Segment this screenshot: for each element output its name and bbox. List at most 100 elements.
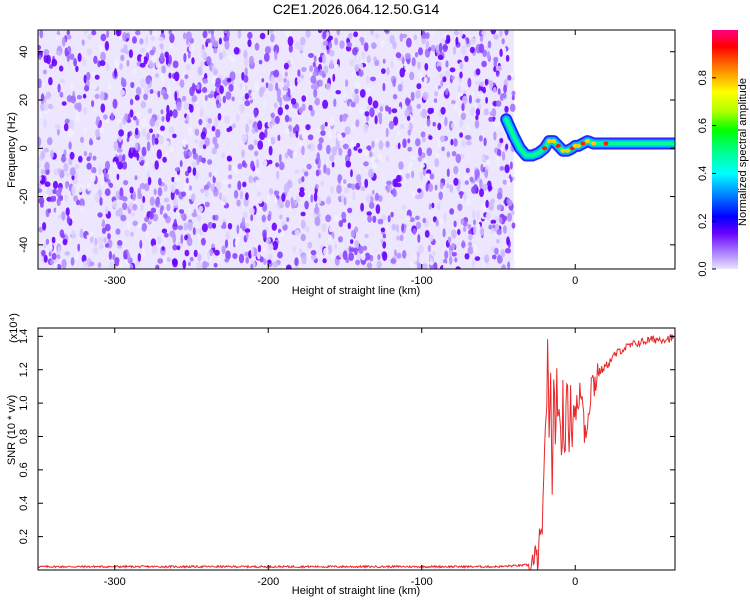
noise-speckle <box>153 188 157 196</box>
noise-speckle <box>248 89 252 95</box>
noise-speckle <box>288 44 293 53</box>
noise-speckle <box>218 52 224 60</box>
noise-speckle <box>174 71 180 82</box>
noise-speckle <box>56 198 61 206</box>
noise-speckle <box>305 225 310 233</box>
snr-line-group <box>38 333 675 570</box>
noise-speckle <box>310 254 317 261</box>
noise-speckle <box>79 205 85 212</box>
noise-speckle <box>213 47 218 54</box>
noise-speckle <box>391 223 397 231</box>
noise-speckle <box>385 140 390 148</box>
noise-speckle <box>60 78 65 84</box>
noise-speckle <box>234 239 239 247</box>
noise-speckle <box>444 70 451 78</box>
noise-speckle <box>481 30 486 36</box>
noise-speckle <box>255 166 260 176</box>
noise-speckle <box>324 121 328 127</box>
noise-speckle <box>132 203 138 211</box>
noise-speckle <box>396 252 402 259</box>
noise-speckle <box>362 245 368 251</box>
noise-speckle <box>140 78 146 88</box>
noise-speckle <box>237 163 243 170</box>
noise-speckle <box>149 196 155 206</box>
noise-speckle <box>99 127 105 134</box>
noise-speckle <box>70 83 74 90</box>
noise-speckle <box>94 192 100 203</box>
noise-speckle <box>264 128 268 138</box>
noise-speckle <box>163 140 170 146</box>
noise-speckle <box>496 192 503 200</box>
noise-speckle <box>126 32 131 39</box>
noise-speckle <box>54 34 61 40</box>
noise-speckle <box>380 238 384 244</box>
noise-speckle <box>135 127 139 136</box>
noise-speckle <box>151 55 158 63</box>
noise-speckle <box>87 182 91 192</box>
noise-speckle <box>60 155 67 163</box>
noise-speckle <box>94 237 98 246</box>
noise-speckle <box>41 81 45 88</box>
top-x-ticks: -300 -200 -100 0 <box>104 30 578 287</box>
noise-speckle <box>413 34 418 41</box>
noise-speckle <box>313 55 317 63</box>
noise-speckle <box>385 155 389 163</box>
noise-speckle <box>129 264 134 269</box>
noise-speckle <box>496 229 502 236</box>
noise-speckle <box>79 228 84 239</box>
noise-speckle <box>181 191 187 197</box>
bottom-ytick-label: 0.8 <box>18 429 30 444</box>
noise-speckle <box>468 229 472 235</box>
noise-speckle <box>319 68 323 76</box>
noise-speckle <box>196 156 200 166</box>
noise-speckle <box>305 124 311 131</box>
noise-speckle <box>290 197 294 206</box>
noise-speckle <box>479 35 484 42</box>
noise-speckle <box>41 249 46 257</box>
noise-speckle <box>264 46 271 55</box>
noise-speckle <box>158 135 165 145</box>
noise-speckle <box>288 132 295 138</box>
noise-speckle <box>192 227 196 236</box>
noise-speckle <box>461 240 466 249</box>
noise-speckle <box>156 133 160 139</box>
noise-speckle <box>42 222 47 231</box>
noise-speckle <box>127 113 131 124</box>
noise-speckle <box>128 49 133 58</box>
noise-speckle <box>65 172 71 178</box>
noise-speckle <box>293 266 300 269</box>
noise-speckle <box>224 115 230 124</box>
noise-speckle <box>438 42 443 53</box>
noise-speckle <box>411 190 416 196</box>
noise-speckle <box>438 88 443 94</box>
noise-speckle <box>196 214 202 221</box>
noise-speckle <box>244 100 251 107</box>
noise-speckle <box>301 145 305 156</box>
noise-speckle <box>371 162 378 169</box>
noise-speckle <box>213 187 219 197</box>
noise-speckle <box>450 138 454 146</box>
noise-speckle <box>43 118 47 128</box>
noise-speckle <box>427 69 430 78</box>
noise-speckle <box>391 108 398 114</box>
noise-speckle <box>426 147 433 157</box>
noise-speckle <box>251 247 254 257</box>
noise-speckle <box>122 202 128 211</box>
noise-speckle <box>132 68 137 75</box>
noise-speckle <box>187 166 192 174</box>
noise-speckle <box>106 30 109 38</box>
noise-speckle <box>51 236 56 244</box>
noise-speckle <box>415 90 421 99</box>
noise-speckle <box>188 185 193 191</box>
noise-speckle <box>390 258 397 264</box>
noise-speckle <box>333 98 337 108</box>
noise-speckle <box>197 66 203 76</box>
noise-speckle <box>351 183 356 191</box>
noise-speckle <box>501 151 506 161</box>
noise-speckle <box>375 137 379 143</box>
noise-speckle <box>136 111 142 119</box>
noise-speckle <box>310 84 315 90</box>
signal-peak <box>560 148 566 153</box>
noise-speckle <box>87 33 93 40</box>
